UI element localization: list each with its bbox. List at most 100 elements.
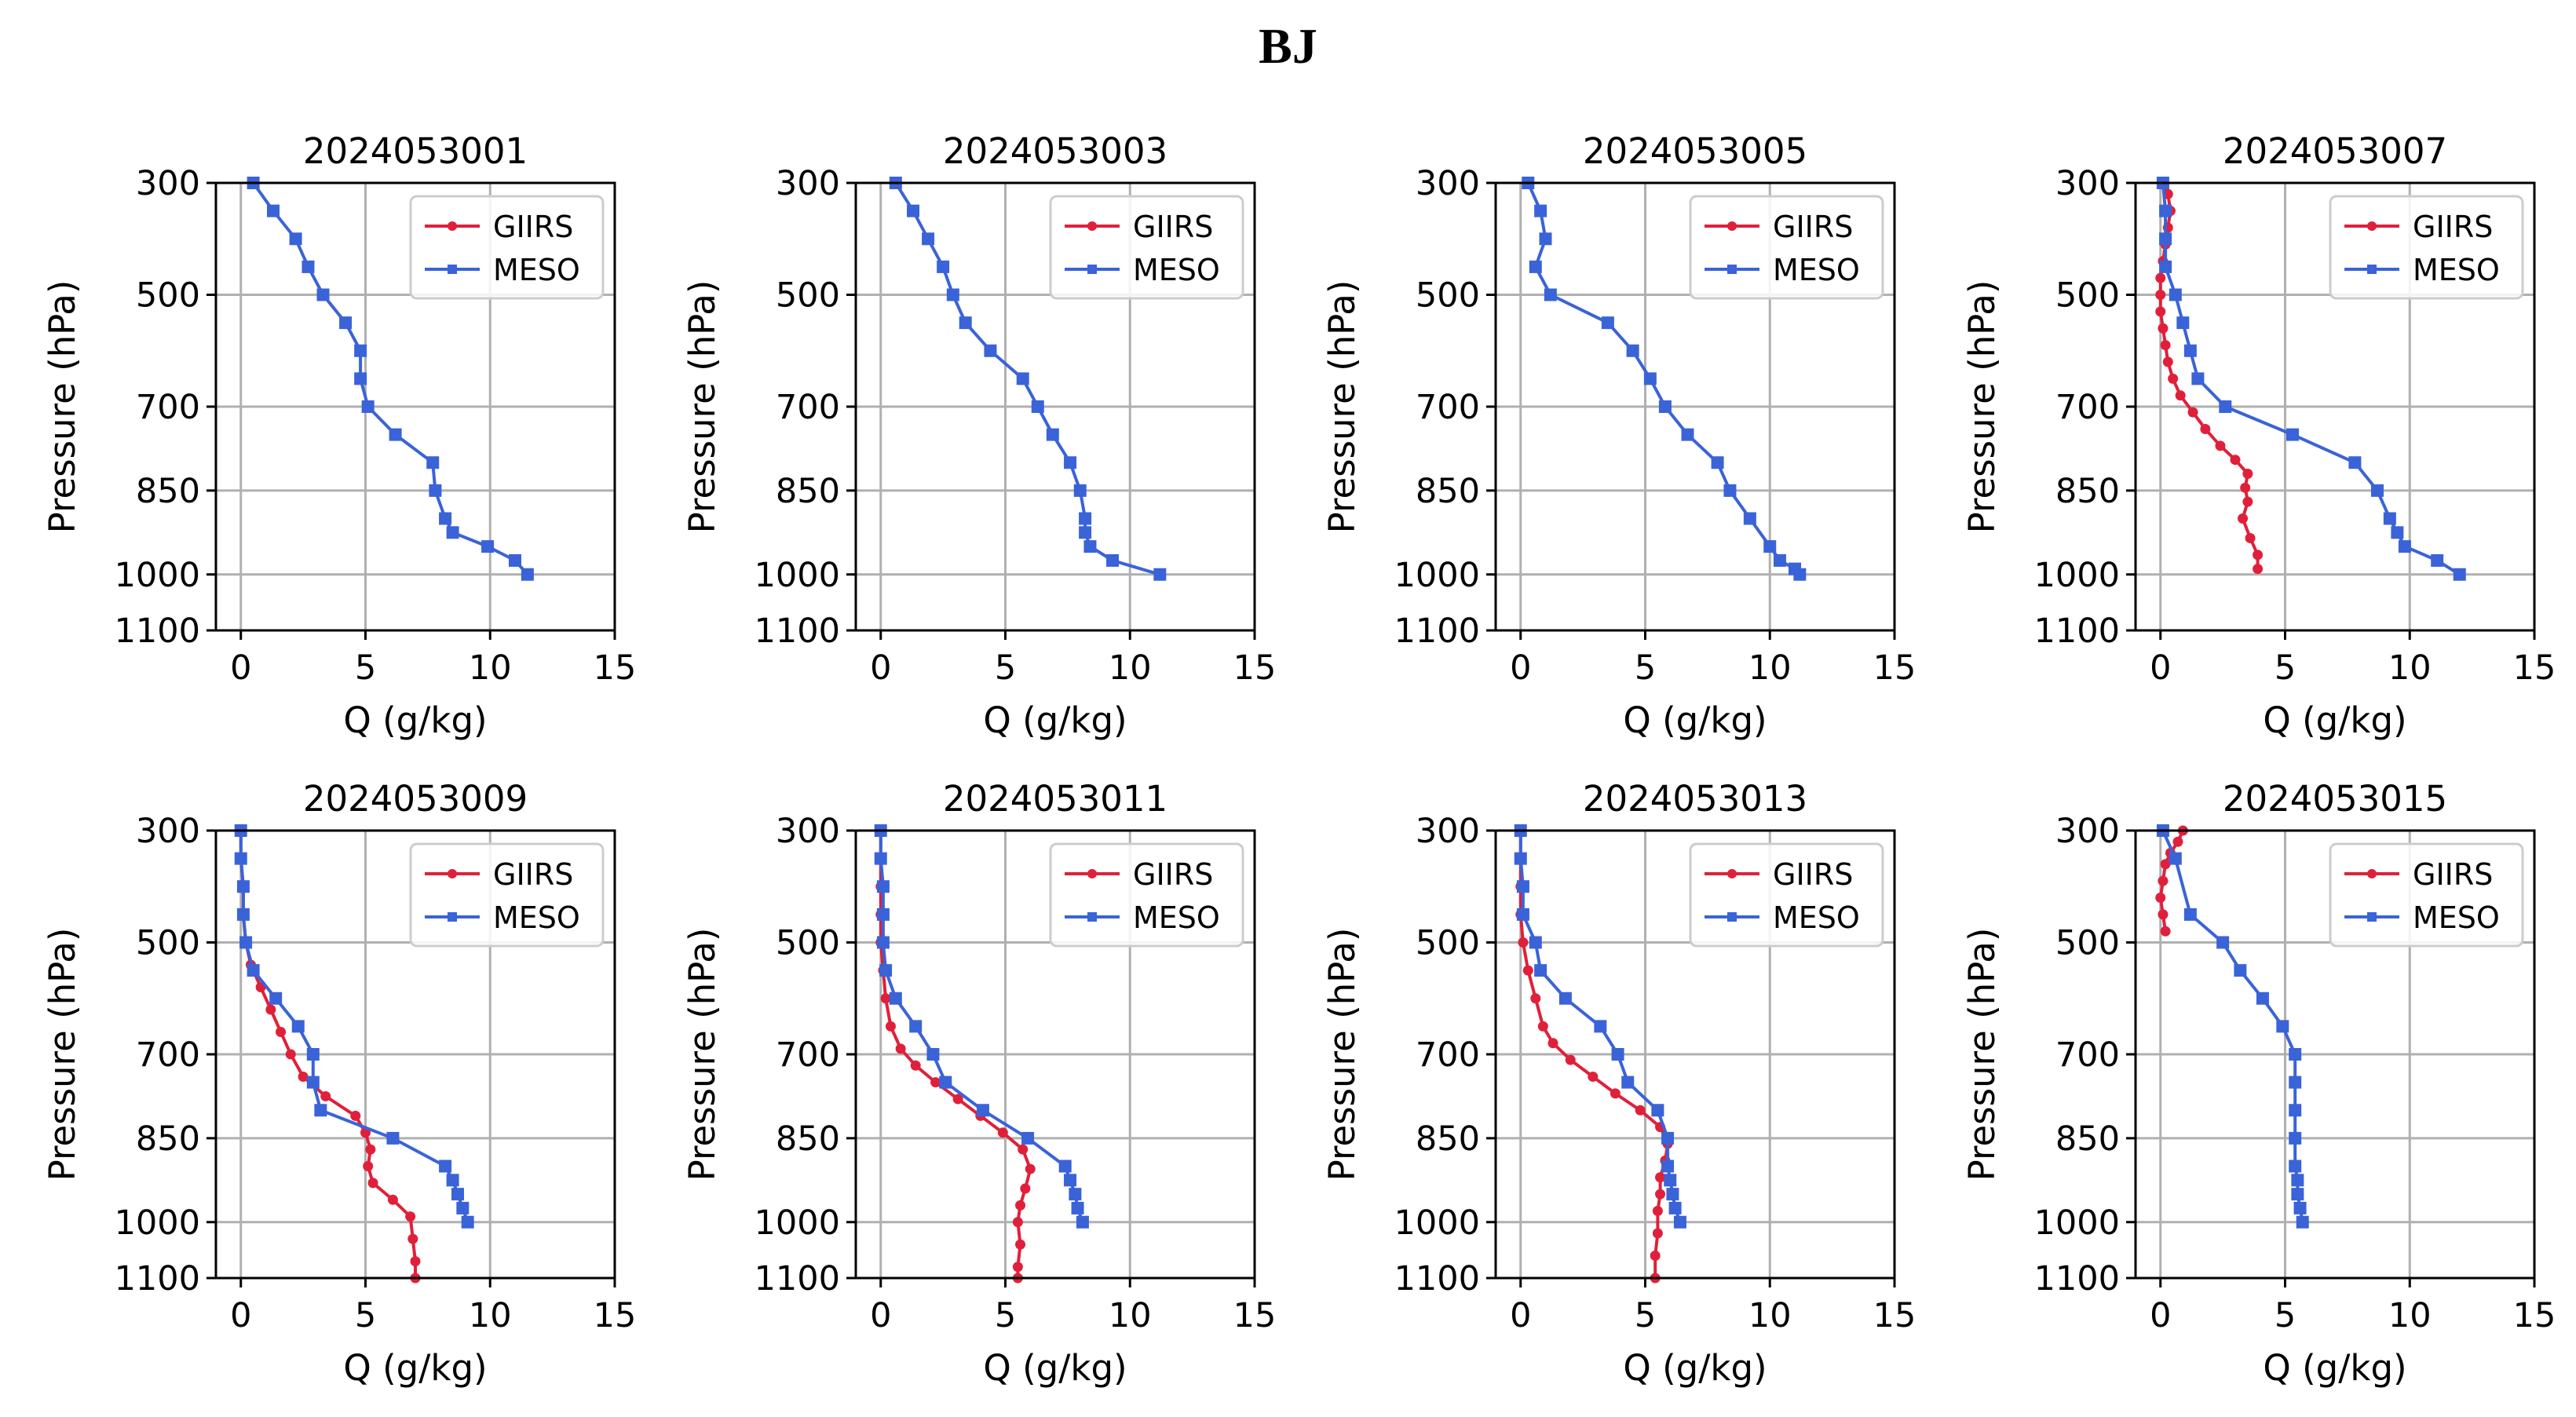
data-point-meso	[1016, 372, 1029, 385]
data-point-giirs	[2168, 373, 2179, 384]
data-point-meso	[1076, 1215, 1089, 1229]
data-point-giirs	[885, 1021, 896, 1032]
data-point-giirs	[1565, 1054, 1576, 1065]
x-tick-label: 5	[1635, 648, 1656, 688]
x-tick-label: 15	[2513, 648, 2556, 688]
x-tick-label: 0	[870, 648, 891, 688]
data-point-meso	[247, 964, 260, 977]
x-tick-label: 5	[355, 1296, 376, 1335]
data-point-giirs	[405, 1211, 416, 1222]
x-tick-label: 10	[1109, 648, 1152, 688]
data-point-meso	[889, 992, 902, 1005]
data-point-meso	[1106, 553, 1120, 567]
x-tick-label: 10	[2388, 648, 2432, 688]
y-tick-label: 700	[1416, 388, 1480, 427]
data-point-meso	[521, 568, 534, 581]
subplot-6: 0 5 10 15 300 500 700 850 1000 1100 2024053011 Q (g…	[681, 778, 1276, 1389]
data-point-giirs	[2158, 323, 2169, 334]
subplot-2: 0 5 10 15 300 500 700 850 1000 1100 2024053003 Q (g…	[681, 130, 1276, 741]
y-axis-label: Pressure (hPa)	[42, 928, 83, 1181]
data-point-meso	[937, 260, 950, 273]
data-point-meso	[354, 344, 367, 357]
data-point-meso	[2289, 1131, 2302, 1145]
data-point-meso	[2291, 1188, 2304, 1201]
data-point-giirs	[2187, 407, 2198, 418]
data-point-meso	[1626, 344, 1639, 357]
legend: GIIRS MESO	[409, 195, 605, 300]
y-tick-label: 1100	[755, 612, 840, 651]
x-tick-label: 15	[1873, 1296, 1916, 1335]
subplot-title: 2024053015	[2223, 778, 2447, 820]
x-tick-label: 5	[2275, 648, 2296, 688]
data-point-meso	[1534, 964, 1547, 977]
y-tick-label: 500	[2055, 276, 2120, 316]
x-tick-label: 0	[1510, 648, 1531, 688]
x-tick-label: 10	[2388, 1296, 2432, 1335]
y-tick-label: 300	[136, 812, 200, 851]
y-tick-label: 1000	[2034, 1203, 2120, 1243]
figure-title: BJ	[1259, 18, 1317, 74]
data-point-giirs	[320, 1090, 331, 1101]
x-tick-label: 5	[2275, 1296, 2296, 1335]
x-tick-label: 15	[1233, 648, 1277, 688]
data-point-meso	[984, 344, 997, 357]
legend-label-meso: MESO	[2413, 900, 2500, 935]
data-point-meso	[1516, 880, 1529, 893]
x-tick-label: 0	[1510, 1296, 1531, 1335]
data-point-meso	[1651, 1104, 1664, 1117]
legend-marker-giirs	[1727, 221, 1737, 231]
data-point-meso	[946, 288, 959, 301]
y-tick-label: 700	[776, 1035, 840, 1075]
y-tick-label: 1000	[755, 556, 840, 595]
legend-label-meso: MESO	[493, 900, 580, 935]
data-point-meso	[316, 288, 330, 301]
data-point-meso	[461, 1215, 474, 1229]
data-point-meso	[909, 1020, 923, 1033]
data-point-meso	[1723, 484, 1737, 497]
legend-marker-giirs	[448, 221, 457, 231]
x-axis-label: Q (g/kg)	[2263, 699, 2406, 741]
x-tick-label: 15	[594, 1296, 637, 1335]
data-point-meso	[1021, 1131, 1035, 1145]
subplot-4: 0 5 10 15 300 500 700 850 1000 1100 2024053007 Q (g…	[1961, 130, 2556, 741]
data-point-meso	[389, 428, 402, 441]
x-tick-label: 10	[1748, 1296, 1792, 1335]
data-point-meso	[269, 992, 283, 1005]
data-point-giirs	[2155, 272, 2166, 283]
data-point-meso	[2291, 1174, 2304, 1187]
y-tick-label: 1000	[115, 1203, 200, 1243]
x-tick-label: 10	[1109, 1296, 1152, 1335]
x-tick-label: 15	[2513, 1296, 2556, 1335]
data-point-giirs	[367, 1178, 378, 1189]
data-point-meso	[1594, 1020, 1607, 1033]
data-point-meso	[2453, 568, 2466, 581]
y-tick-label: 300	[2055, 164, 2120, 203]
data-point-meso	[1658, 400, 1672, 413]
data-point-meso	[306, 1076, 320, 1089]
legend-label-meso: MESO	[1773, 253, 1860, 287]
x-tick-label: 5	[995, 1296, 1016, 1335]
y-tick-label: 1000	[2034, 556, 2120, 595]
data-point-meso	[2276, 1020, 2289, 1033]
data-point-meso	[267, 204, 280, 217]
y-tick-label: 500	[1416, 924, 1480, 963]
data-point-meso	[481, 540, 495, 553]
data-point-meso	[959, 316, 972, 330]
legend-marker-meso	[1727, 265, 1737, 274]
data-point-meso	[1793, 568, 1807, 581]
data-point-meso	[446, 1174, 459, 1187]
x-tick-label: 10	[469, 648, 512, 688]
data-point-meso	[451, 1188, 464, 1201]
data-point-giirs	[2242, 496, 2253, 507]
series-line-giirs	[1518, 831, 1670, 1278]
data-point-giirs	[1652, 1228, 1663, 1239]
x-axis-label: Q (g/kg)	[2263, 1347, 2406, 1389]
y-tick-label: 300	[1416, 812, 1480, 851]
legend: GIIRS MESO	[2329, 195, 2524, 300]
data-point-meso	[1516, 908, 1529, 921]
data-point-meso	[907, 204, 920, 217]
data-point-meso	[876, 936, 890, 949]
legend-label-giirs: GIIRS	[1133, 857, 1213, 892]
data-point-meso	[2191, 372, 2205, 385]
data-point-meso	[926, 1048, 940, 1061]
